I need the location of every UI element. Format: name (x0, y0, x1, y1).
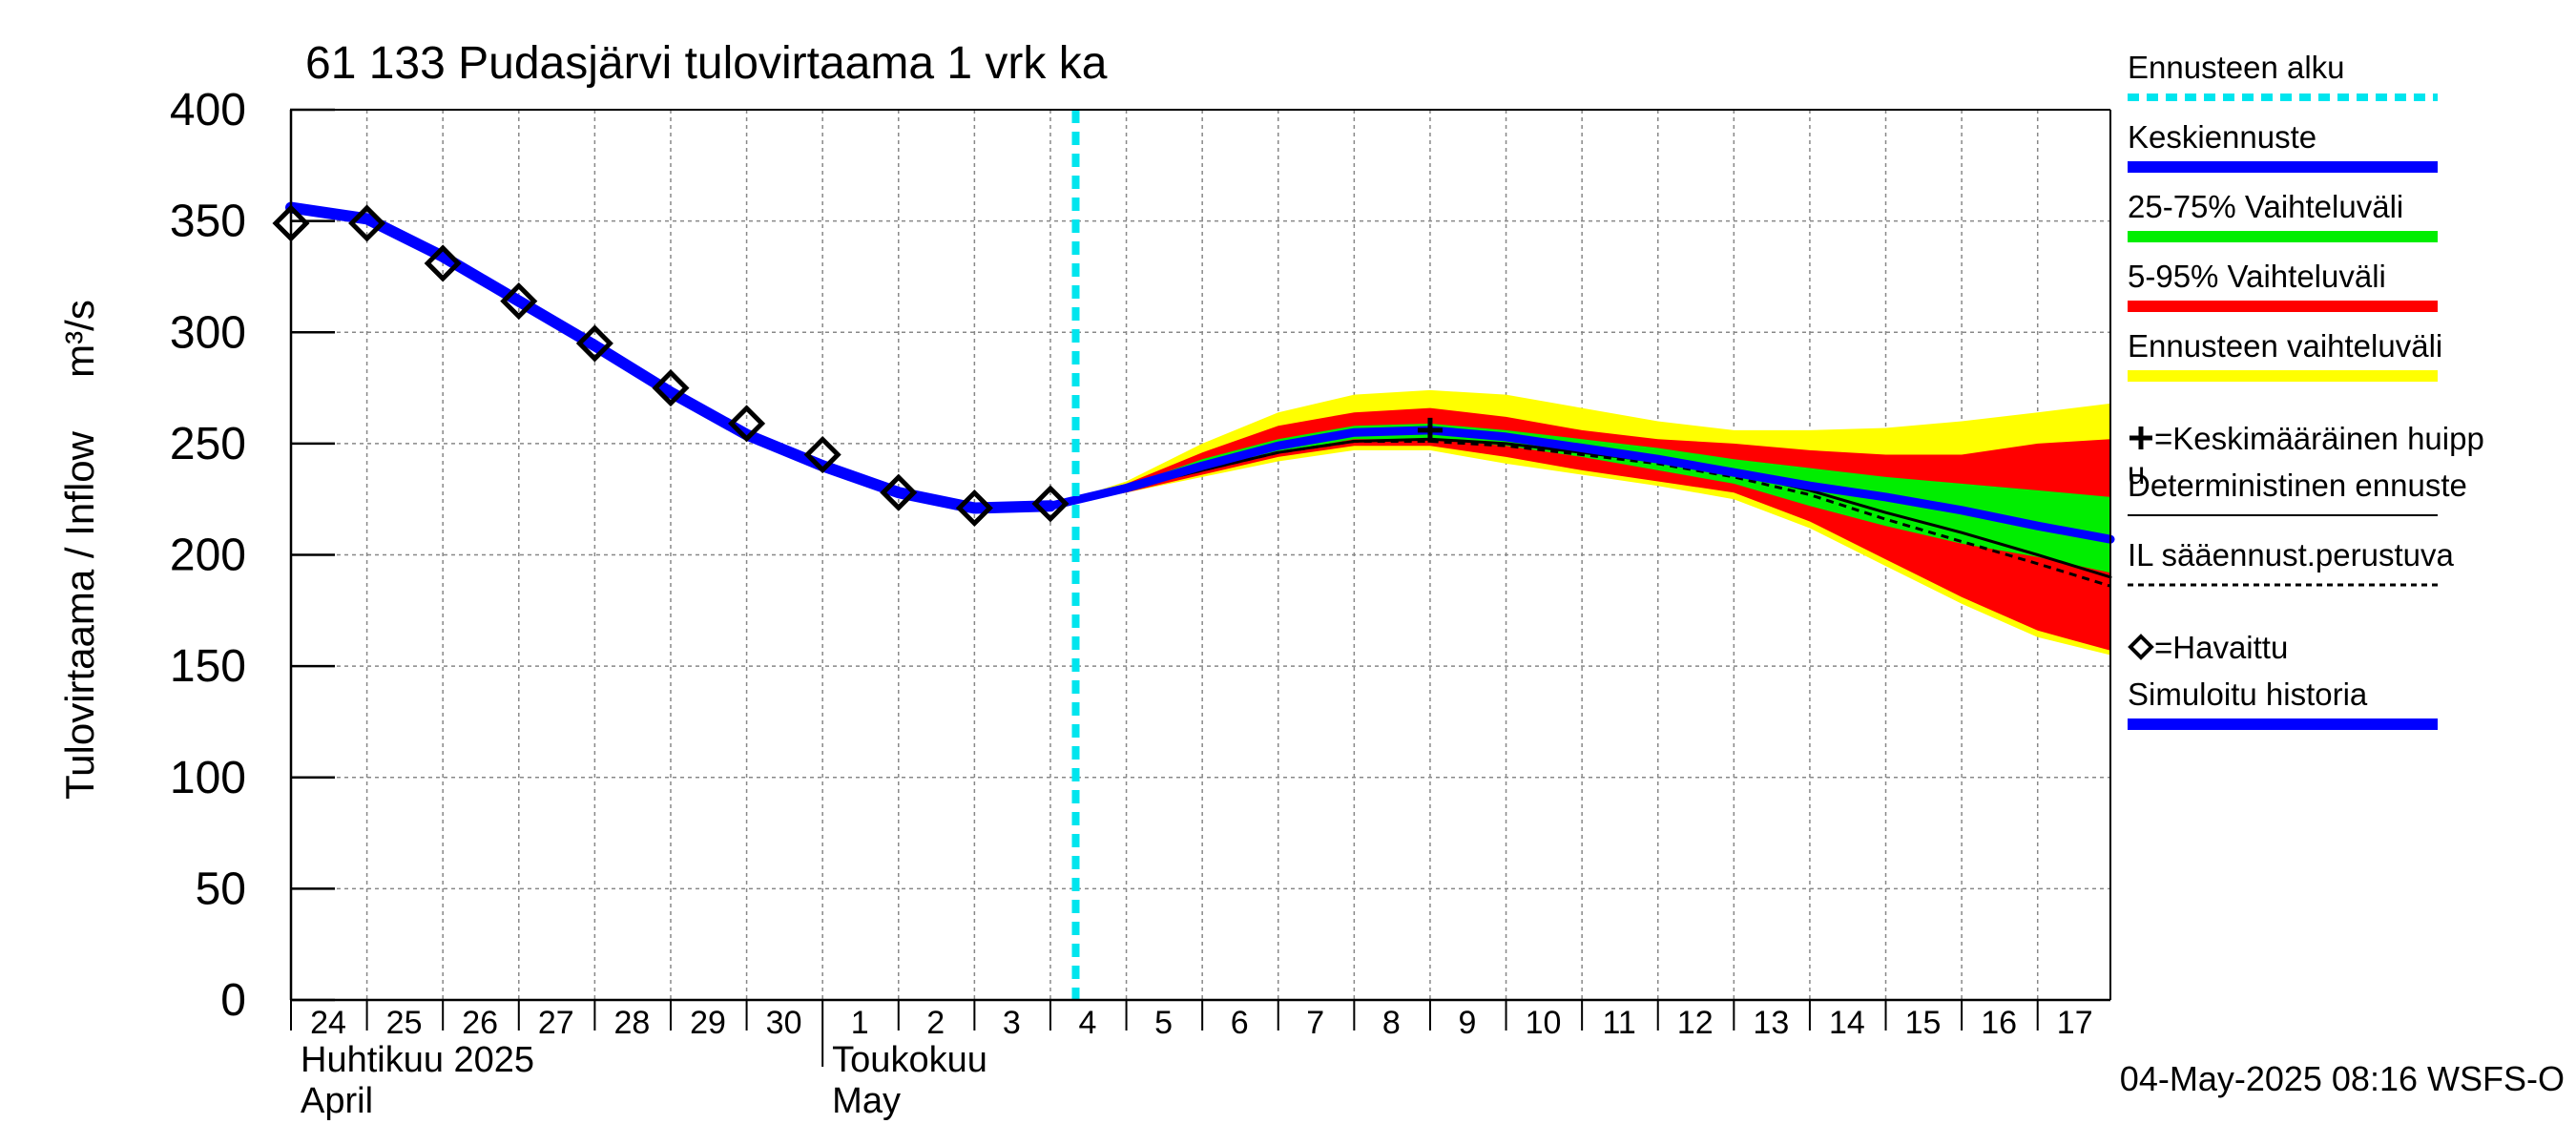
x-tick-label: 26 (462, 1005, 498, 1041)
legend-label: IL sääennust.perustuva (2128, 537, 2454, 572)
x-tick-label: 6 (1231, 1005, 1249, 1041)
y-axis-unit: m³/s (57, 300, 102, 378)
chart-title: 61 133 Pudasjärvi tulovirtaama 1 vrk ka (305, 38, 1108, 89)
observed-point (652, 369, 690, 407)
x-tick-label: 7 (1306, 1005, 1324, 1041)
legend-label: Ennusteen vaihteluväli (2128, 328, 2442, 364)
legend: Ennusteen alku Keskiennuste 25-75% Vaihtel… (2128, 50, 2484, 730)
observed-point (424, 244, 462, 282)
observed-point (803, 436, 841, 474)
x-tick-label: 15 (1905, 1005, 1942, 1041)
y-tick-label: 100 (170, 753, 246, 803)
il-forecast-line (1049, 440, 2111, 588)
footer-timestamp: 04-May-2025 08:16 WSFS-O (2120, 1059, 2565, 1098)
x-tick-label: 3 (1003, 1005, 1021, 1041)
x-tick-label: 9 (1458, 1005, 1476, 1041)
x-tick-label: 11 (1602, 1005, 1635, 1041)
legend-label: Deterministinen ennuste (2128, 468, 2467, 503)
y-tick-label: 300 (170, 307, 246, 358)
legend-label: =Havaittu (2154, 630, 2288, 665)
observed-point (880, 473, 918, 511)
observed-point (348, 204, 386, 242)
legend-label: 5-95% Vaihteluväli (2128, 259, 2386, 294)
x-tick-label: 16 (1981, 1005, 2017, 1041)
simulated-history-line (285, 201, 1056, 514)
y-tick-label: 150 (170, 641, 246, 692)
band-5-95 (1050, 407, 2110, 651)
y-tick-label: 250 (170, 419, 246, 469)
grid (291, 110, 2110, 1000)
x-tick-label: 14 (1829, 1005, 1865, 1041)
x-tick-label: 4 (1079, 1005, 1097, 1041)
markers (272, 204, 1443, 528)
observed-point (728, 405, 766, 443)
deterministic-line (1049, 437, 2112, 579)
y-axis-label: Tulovirtaama / Inflow (57, 430, 102, 800)
month-label-en: May (832, 1081, 901, 1121)
x-tick-label: 13 (1753, 1005, 1789, 1041)
x-tick-label: 12 (1677, 1005, 1714, 1041)
x-tick-label: 10 (1526, 1005, 1562, 1041)
observed-point (1031, 485, 1070, 523)
x-tick-label: 2 (926, 1005, 945, 1041)
legend-peak-symbol (2129, 427, 2152, 449)
y-tick-label: 350 (170, 197, 246, 247)
x-tick-label: 17 (2057, 1005, 2093, 1041)
observed-point (955, 489, 993, 528)
legend-label: 25-75% Vaihteluväli (2128, 189, 2403, 224)
legend-label: Ennusteen alku (2128, 50, 2345, 85)
y-tick-label: 50 (196, 864, 246, 914)
x-tick-label: 25 (386, 1005, 423, 1041)
mean-peak-marker (1417, 417, 1443, 443)
x-tick-label: 29 (690, 1005, 726, 1041)
legend-label: =Keskimääräinen huipp u (2128, 421, 2484, 490)
x-tick-label: 1 (851, 1005, 869, 1041)
x-tick-label: 27 (538, 1005, 574, 1041)
month-label-en: April (301, 1081, 373, 1121)
observed-point (500, 282, 538, 321)
x-tick-label: 30 (766, 1005, 802, 1041)
legend-observed-symbol (2128, 634, 2154, 660)
x-tick-label: 8 (1382, 1005, 1401, 1041)
legend-label: Simuloitu historia (2128, 677, 2368, 712)
y-tick-label: 200 (170, 531, 246, 581)
month-label-fi: Toukokuu (832, 1040, 987, 1080)
x-tick-label: 28 (613, 1005, 650, 1041)
observed-point (575, 324, 613, 363)
series-lines (285, 110, 2115, 1000)
month-label-fi: Huhtikuu 2025 (301, 1040, 534, 1080)
x-tick-label: 5 (1154, 1005, 1173, 1041)
y-tick-label: 400 (170, 85, 246, 135)
y-tick-label: 0 (220, 975, 246, 1026)
mean-forecast-line (1046, 426, 2115, 544)
x-tick-label: 24 (310, 1005, 346, 1041)
legend-label: Keskiennuste (2128, 119, 2316, 155)
